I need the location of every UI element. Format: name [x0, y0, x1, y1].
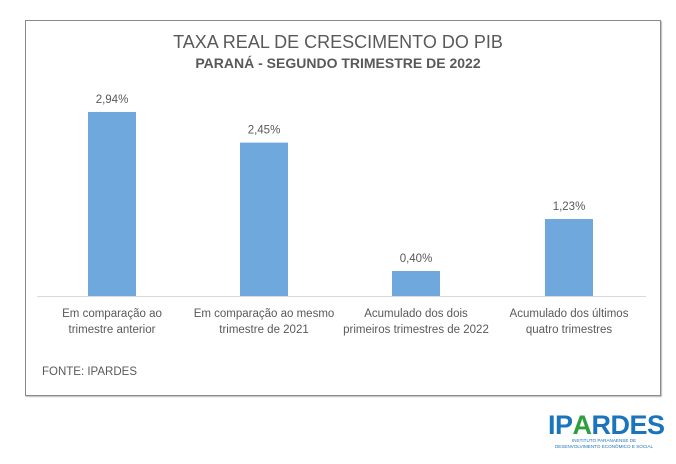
chart-frame: [25, 20, 661, 396]
category-label: Em comparação ao trimestre anterior: [62, 308, 162, 336]
chart-subtitle: PARANÁ - SEGUNDO TRIMESTRE DE 2022: [195, 55, 481, 71]
chart-title: TAXA REAL DE CRESCIMENTO DO PIB: [173, 32, 503, 52]
category-label: Em comparação ao mesmo trimestre de 2021: [193, 308, 335, 336]
category-label: Acumulado dos últimos quatro trimestres: [509, 308, 629, 336]
bar: [392, 270, 440, 296]
data-label: 0,40%: [400, 253, 433, 265]
source-note: FONTE: IPARDES: [42, 366, 137, 378]
data-label: 1,23%: [553, 201, 586, 213]
bar: [88, 111, 136, 297]
data-label: 2,45%: [248, 125, 281, 137]
bar: [545, 219, 593, 296]
data-label: 2,94%: [96, 94, 129, 106]
category-label: Acumulado dos dois primeiros trimestres …: [343, 308, 489, 336]
bar: [240, 142, 288, 296]
ipardes-logo: IPARDES INSTITUTO PARANAENSE DE DESENVOL…: [548, 410, 665, 450]
